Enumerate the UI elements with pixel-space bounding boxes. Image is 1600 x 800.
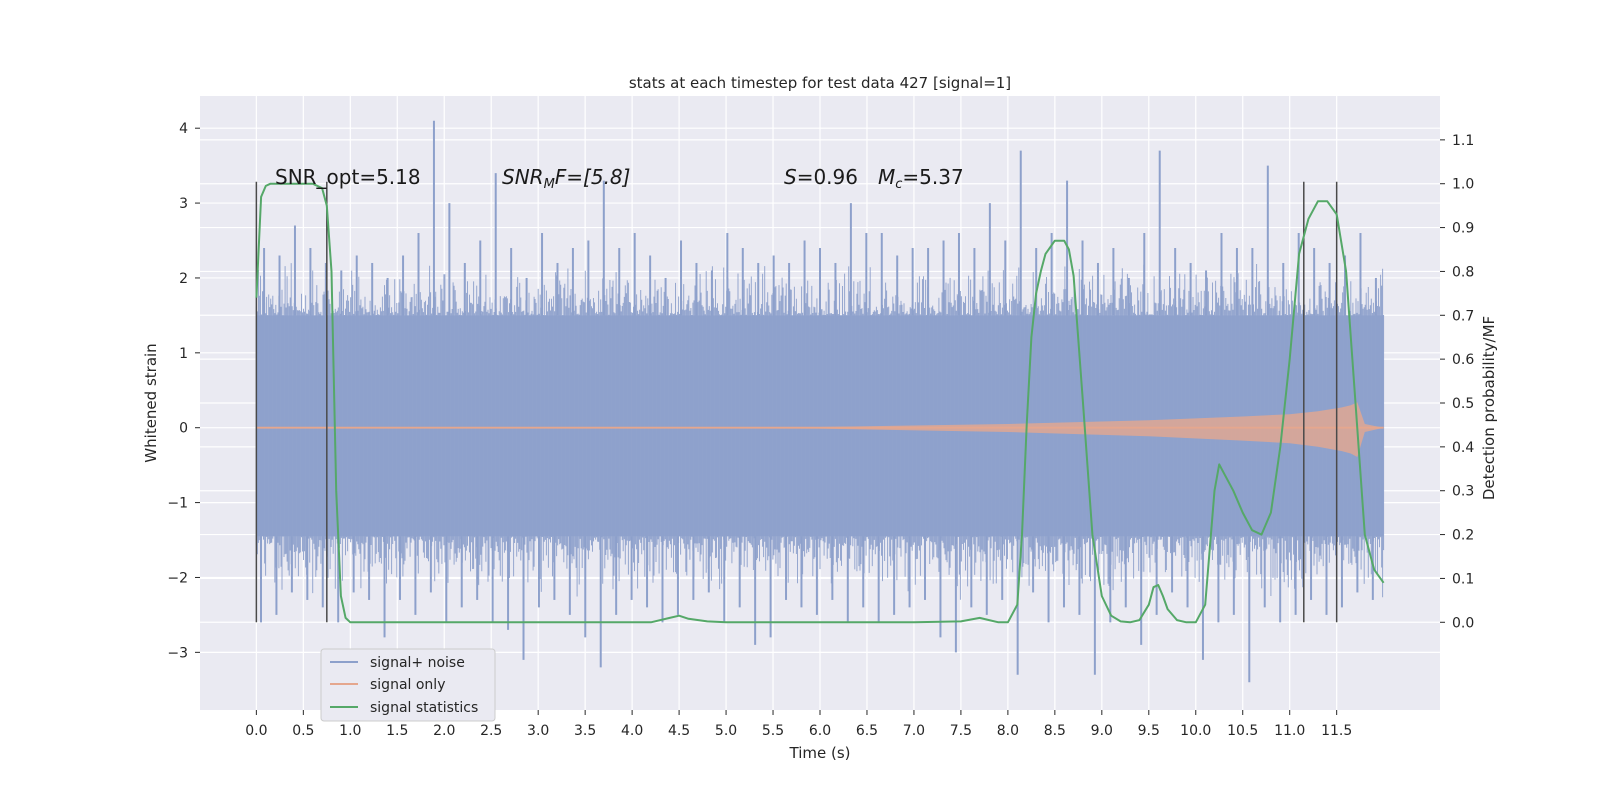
y-left-tick-label: −1 [167, 496, 188, 512]
x-tick-label: 4.0 [621, 723, 643, 739]
x-tick-label: 7.0 [903, 723, 925, 739]
x-tick-label: 8.0 [997, 723, 1019, 739]
y-right-tick-label: 0.6 [1452, 352, 1474, 368]
annotation-mc: Mc=5.37 [878, 165, 964, 192]
chart-title: stats at each timestep for test data 427… [629, 74, 1011, 92]
x-tick-label: 0.5 [292, 723, 314, 739]
x-tick-label: 2.0 [433, 723, 455, 739]
y-left-tick-label: 0 [179, 421, 188, 437]
signal-envelope [256, 402, 1384, 457]
y-left-tick-label: 4 [179, 121, 188, 137]
x-tick-label: 0.0 [245, 723, 267, 739]
x-tick-label: 9.0 [1091, 723, 1113, 739]
y-right-tick-label: 0.4 [1452, 440, 1474, 456]
annotation-snr-opt: SNR_opt=5.18 [275, 165, 421, 189]
mc-main: M [878, 165, 895, 189]
x-tick-label: 5.5 [762, 723, 784, 739]
annotation-snr-mf: SNRMF=[5.8] [502, 165, 630, 192]
x-tick-label: 3.0 [527, 723, 549, 739]
s-rest: =0.96 [797, 165, 858, 189]
y-right-tick-label: 0.8 [1452, 264, 1474, 280]
y-left-tick-label: 3 [179, 196, 188, 212]
x-tick-label: 7.5 [950, 723, 972, 739]
x-tick-label: 4.5 [668, 723, 690, 739]
legend-label-signal: signal only [370, 677, 445, 693]
x-tick-label: 6.0 [809, 723, 831, 739]
y-right-tick-label: 1.1 [1452, 133, 1474, 149]
y-axis-left: 4 3 2 1 0 −1 −2 −3 [167, 121, 200, 661]
y-left-tick-label: −2 [167, 570, 188, 586]
x-tick-label: 1.0 [339, 723, 361, 739]
legend-box [320, 648, 496, 722]
x-tick-label: 5.0 [715, 723, 737, 739]
x-tick-label: 11.0 [1274, 723, 1305, 739]
y-right-tick-label: 0.2 [1452, 528, 1474, 544]
y-right-tick-label: 0.3 [1452, 484, 1474, 500]
y-left-tick-label: −3 [167, 645, 188, 661]
series-signal-statistics [255, 182, 1385, 624]
x-tick-label: 9.5 [1138, 723, 1160, 739]
y-axis-right: 1.1 1.0 0.9 0.8 0.7 0.6 0.5 0.4 0.3 0.2 0.1 0.0 [1440, 133, 1474, 631]
s-main: S [784, 165, 797, 189]
snr-mf-rest: F=[5.8] [555, 165, 631, 189]
stats-line [255, 182, 1385, 624]
x-axis: 0.0 0.5 1.0 1.5 2.0 2.5 3.0 3.5 4.0 4.5 5.0 5.5 6.0 6… [245, 710, 1352, 739]
y-left-tick-label: 2 [179, 271, 188, 287]
y-axis-title-right: Detection probability/MF [1480, 316, 1498, 500]
x-tick-label: 6.5 [856, 723, 878, 739]
x-tick-label: 8.5 [1044, 723, 1066, 739]
snr-mf-sub: M [544, 177, 555, 192]
y-left-tick-label: 1 [179, 346, 188, 362]
mc-sub: c [895, 177, 902, 192]
snr-mf-main: SNR [502, 165, 544, 189]
y-right-tick-label: 0.1 [1452, 571, 1474, 587]
y-right-tick-label: 0.0 [1452, 615, 1474, 631]
y-right-tick-label: 1.0 [1452, 177, 1474, 193]
series-signal-only [256, 402, 1384, 457]
vertical-markers [255, 181, 1338, 623]
legend-label-stats: signal statistics [370, 700, 478, 716]
y-axis-title-left: Whitened strain [142, 343, 160, 462]
mc-rest: =5.37 [902, 165, 963, 189]
annotation-s: S=0.96 [784, 165, 858, 189]
x-tick-label: 2.5 [480, 723, 502, 739]
x-tick-label: 3.5 [574, 723, 596, 739]
y-right-tick-label: 0.9 [1452, 221, 1474, 237]
legend: signal+ noise signal only signal statist… [320, 648, 496, 722]
x-tick-label: 10.0 [1180, 723, 1211, 739]
x-tick-label: 1.5 [386, 723, 408, 739]
y-right-tick-label: 0.5 [1452, 396, 1474, 412]
x-tick-label: 11.5 [1321, 723, 1352, 739]
y-right-tick-label: 0.7 [1452, 308, 1474, 324]
x-axis-title: Time (s) [789, 744, 851, 762]
legend-label-noise: signal+ noise [370, 655, 465, 671]
x-tick-label: 10.5 [1227, 723, 1258, 739]
